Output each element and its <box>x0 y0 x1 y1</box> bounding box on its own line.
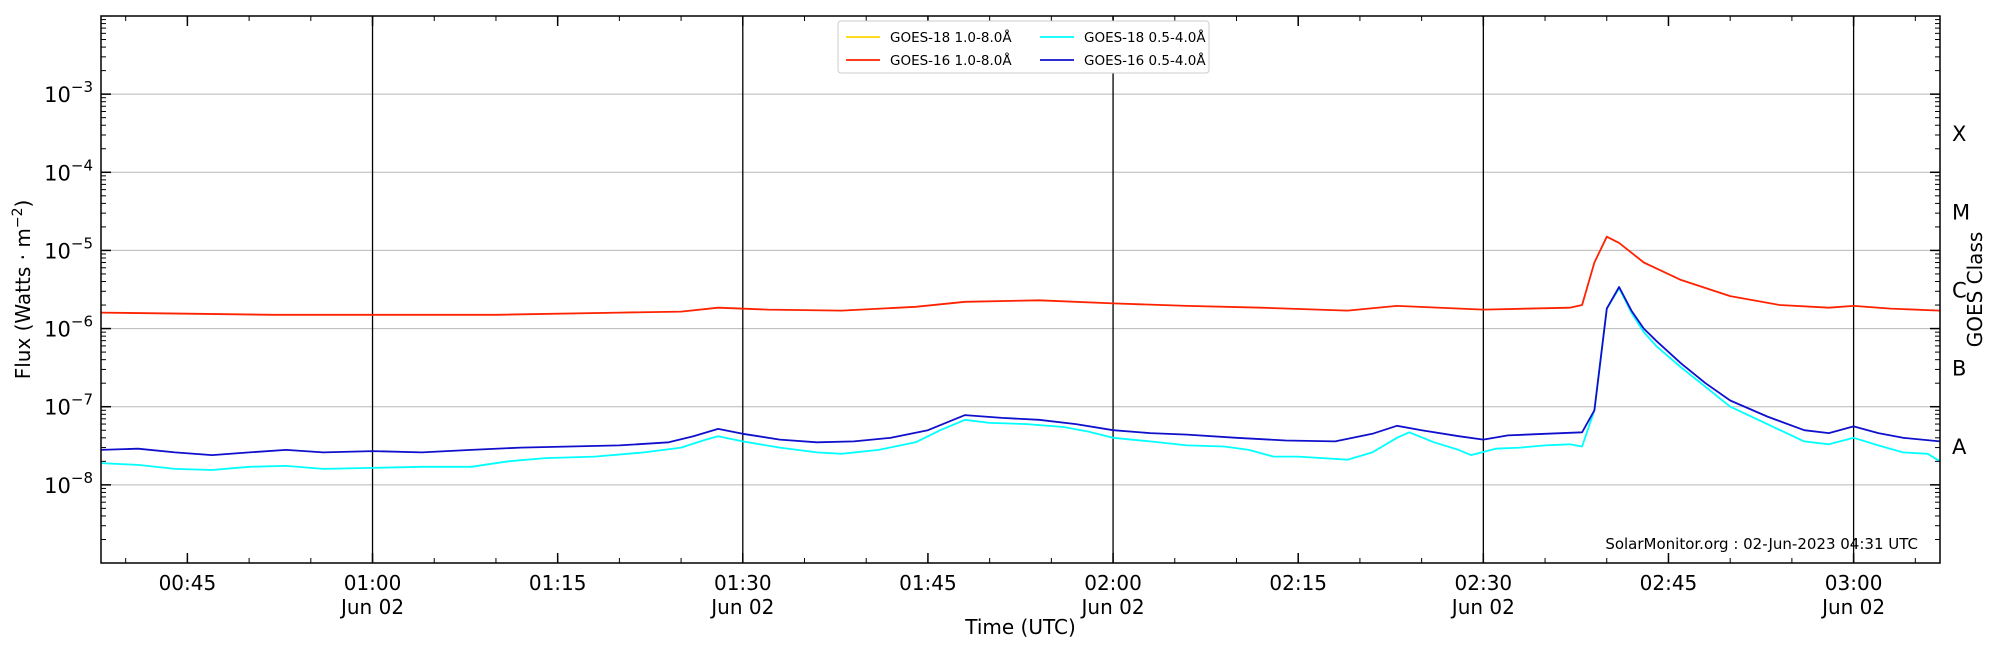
x-tick-label-7: 02:30 <box>1455 571 1513 595</box>
x-tick-label-5: 02:00 <box>1084 571 1142 595</box>
x-tick-date-9: Jun 02 <box>1820 595 1885 619</box>
y-tick-label-2: 10−6 <box>44 313 93 342</box>
horizontal-grid <box>101 93 1940 486</box>
x-tick-date-3: Jun 02 <box>709 595 774 619</box>
class-label-b: B <box>1952 357 1966 381</box>
y-axis-ticks: 10−8 10−7 10−6 10−5 10−4 10−3 <box>44 19 1940 540</box>
x-tick-date-5: Jun 02 <box>1080 595 1145 619</box>
series-line-2 <box>100 235 1941 316</box>
y-tick-label-4: 10−4 <box>44 156 93 185</box>
legend-label-3: GOES-16 0.5-4.0Å <box>1084 52 1206 69</box>
x-tick-label-6: 02:15 <box>1269 571 1327 595</box>
y-tick-label-0: 10−8 <box>44 469 93 498</box>
x-tick-date-7: Jun 02 <box>1450 595 1515 619</box>
x-tick-label-9: 03:00 <box>1825 571 1883 595</box>
legend-label-0: GOES-18 1.0-8.0Å <box>890 29 1012 46</box>
x-tick-date-1: Jun 02 <box>339 595 404 619</box>
series-lines <box>100 235 1941 471</box>
legend-label-2: GOES-16 1.0-8.0Å <box>890 52 1012 69</box>
legend-label-1: GOES-18 0.5-4.0Å <box>1084 29 1206 46</box>
class-label-a: A <box>1952 435 1967 459</box>
legend-box <box>837 20 1210 74</box>
y-axis-label: Flux (Watts · m−2) <box>10 200 35 380</box>
legend: GOES-18 1.0-8.0Å GOES-16 1.0-8.0Å GOES-18 … <box>837 20 1210 74</box>
y-tick-label-5: 10−3 <box>44 78 93 107</box>
series-line-3 <box>100 286 1941 456</box>
credit-text: SolarMonitor.org : 02-Jun-2023 04:31 UTC <box>1605 535 1918 553</box>
x-axis-label: Time (UTC) <box>964 615 1076 639</box>
y-tick-label-3: 10−5 <box>44 234 93 263</box>
series-line-1 <box>100 287 1941 471</box>
class-label-x: X <box>1952 122 1966 146</box>
class-label-c: C <box>1952 279 1967 303</box>
x-tick-label-1: 01:00 <box>344 571 402 595</box>
x-tick-label-3: 01:30 <box>714 571 772 595</box>
class-label-m: M <box>1952 200 1970 224</box>
x-tick-label-8: 02:45 <box>1640 571 1698 595</box>
x-tick-label-4: 01:45 <box>899 571 957 595</box>
plot-frame <box>100 15 1941 564</box>
y-tick-label-1: 10−7 <box>44 391 93 420</box>
x-tick-label-2: 01:15 <box>529 571 587 595</box>
day-marker-lines <box>371 16 1855 563</box>
right-axis-label: GOES Class <box>1963 232 1987 348</box>
x-tick-label-0: 00:45 <box>159 571 217 595</box>
goes-class-labels: A B C M X <box>1952 122 1970 459</box>
